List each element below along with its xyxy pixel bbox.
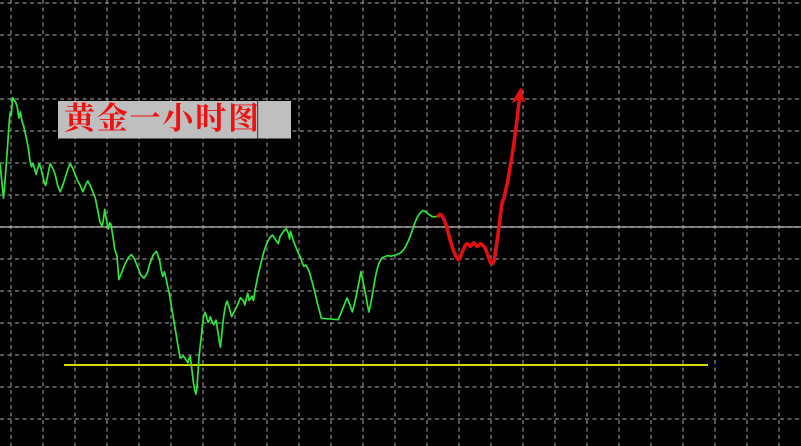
svg-text:黄金一小时图: 黄金一小时图 (64, 93, 261, 138)
